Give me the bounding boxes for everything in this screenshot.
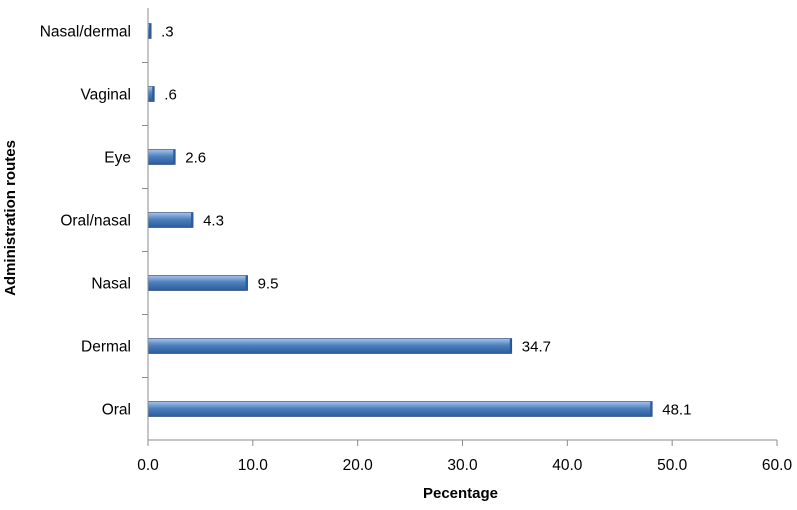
bar-end-cap (173, 149, 176, 165)
bar-nasal (147, 275, 248, 291)
value-labels-layer: .3 .6 2.6 4.3 9.5 34.7 48.1 (161, 24, 691, 419)
bar-oral-nasal (147, 212, 194, 228)
x-tick-label: 0.0 (137, 457, 159, 474)
y-tick-label: Nasal (91, 276, 131, 293)
y-tick-label: Dermal (81, 339, 131, 356)
y-tick-label: Nasal/dermal (40, 24, 131, 41)
bar-end-cap (191, 212, 194, 228)
value-label: .3 (161, 24, 174, 41)
x-tick-label: 40.0 (552, 457, 583, 474)
bar-dermal (147, 338, 513, 354)
value-label: 34.7 (522, 339, 551, 356)
value-label: .6 (164, 87, 177, 104)
axes-layer (147, 8, 777, 441)
value-label: 4.3 (203, 213, 224, 230)
x-tick-label: 20.0 (343, 457, 374, 474)
bar-end-cap (149, 23, 152, 39)
value-label: 2.6 (185, 150, 206, 167)
x-axis-title: Pecentage (423, 485, 498, 502)
value-label: 48.1 (662, 402, 691, 419)
x-tick-label: 60.0 (762, 457, 793, 474)
bar-end-cap (245, 275, 248, 291)
y-tick-label: Oral (102, 402, 131, 419)
x-tick-label: 10.0 (238, 457, 269, 474)
bar-eye (147, 149, 176, 165)
bar-oral (147, 401, 653, 417)
bar-end-cap (509, 338, 512, 354)
bar-end-cap (152, 86, 155, 102)
y-tick-label: Vaginal (80, 87, 131, 104)
y-ticks-layer: Nasal/dermal Vaginal Eye Oral/nasal Nasal Der… (40, 24, 148, 419)
x-tick-label: 50.0 (657, 457, 688, 474)
y-tick-label: Oral/nasal (60, 213, 131, 230)
value-label: 9.5 (258, 276, 279, 293)
x-tick-label: 30.0 (447, 457, 478, 474)
y-tick-label: Eye (104, 150, 131, 167)
bar-end-cap (650, 401, 653, 417)
y-axis-title: Administration routes (2, 140, 19, 296)
x-ticks-layer: 0.0 10.0 20.0 30.0 40.0 50.0 60.0 (137, 440, 792, 474)
